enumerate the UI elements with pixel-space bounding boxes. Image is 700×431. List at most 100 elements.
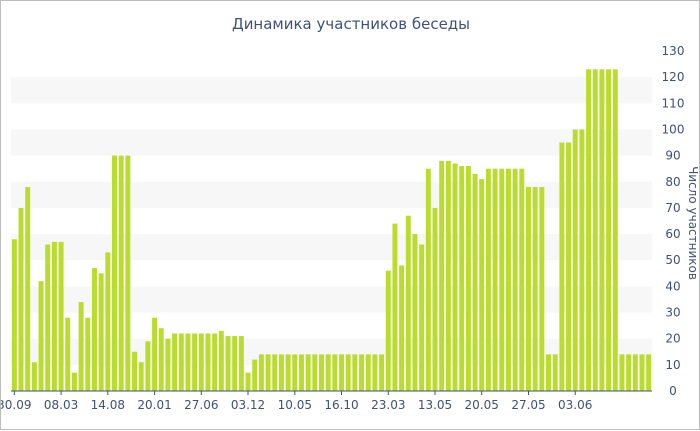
grid-band (11, 129, 652, 156)
bar (405, 215, 411, 391)
bar (71, 372, 77, 391)
bar (11, 239, 17, 391)
bar (425, 168, 431, 391)
bar (432, 207, 438, 391)
bar (65, 317, 71, 391)
bar (392, 223, 398, 391)
y-tick-label: 40 (665, 279, 680, 293)
bar (158, 328, 164, 391)
bar (512, 168, 518, 391)
x-tick-label: 10.05 (278, 398, 312, 412)
x-tick-label: 16.10 (324, 398, 358, 412)
bar (312, 354, 318, 391)
y-tick-label: 30 (665, 306, 680, 320)
bar (419, 244, 425, 391)
bar (572, 129, 578, 391)
bar (379, 354, 385, 391)
bar (232, 336, 238, 391)
bar (526, 187, 531, 391)
bar (98, 273, 104, 391)
bar (612, 69, 618, 391)
bar (91, 268, 97, 391)
bar (272, 354, 278, 391)
bar (606, 69, 612, 391)
bar (178, 333, 184, 391)
bar (365, 354, 371, 391)
bar (479, 179, 485, 391)
bar (452, 163, 458, 391)
bar (646, 354, 652, 391)
y-tick-label: 80 (665, 175, 680, 189)
y-axis-label: Число участников (686, 166, 700, 280)
bar (298, 354, 304, 391)
bar (552, 354, 558, 391)
grid-band (11, 286, 652, 313)
bar (465, 166, 471, 391)
grid-band (11, 234, 652, 261)
bar (359, 354, 365, 391)
bar (258, 354, 264, 391)
bar (459, 166, 465, 391)
bar (372, 354, 378, 391)
grid-band (11, 338, 652, 365)
bar (566, 142, 572, 391)
chart-title: Динамика участников беседы (232, 15, 470, 33)
y-tick-label: 20 (665, 332, 680, 346)
bar (125, 155, 131, 391)
y-tick-label: 0 (669, 384, 677, 398)
bar (586, 69, 592, 391)
bar (51, 241, 57, 391)
bar (138, 362, 144, 391)
bar (532, 187, 538, 391)
bar (105, 252, 111, 391)
bar (339, 354, 344, 391)
bar (505, 168, 511, 391)
x-tick-label: 14.08 (91, 398, 125, 412)
bar (165, 338, 171, 391)
y-tick-label: 120 (662, 70, 685, 84)
bar (25, 187, 31, 391)
bar (45, 244, 51, 391)
bar (192, 333, 198, 391)
x-tick-label: 03.06 (558, 398, 592, 412)
bar (632, 354, 638, 391)
bar (559, 142, 565, 391)
bar (485, 168, 491, 391)
y-tick-label: 90 (665, 149, 680, 163)
bar (412, 234, 418, 391)
bar (152, 317, 158, 391)
bar (212, 333, 218, 391)
bar (185, 333, 191, 391)
grid-bands (11, 77, 652, 365)
bar (218, 330, 224, 391)
bar (472, 173, 478, 391)
bar (31, 362, 37, 391)
x-tick-label: 30.09 (1, 398, 31, 412)
bar (252, 359, 258, 391)
y-tick-label: 110 (662, 96, 685, 110)
bar (85, 317, 91, 391)
bar (445, 160, 451, 391)
y-tick-labels: 0 10 20 30 40 50 60 70 80 90 100 110 120 130 (662, 44, 685, 398)
y-tick-label: 70 (665, 201, 680, 215)
x-tick-labels: 30.09 08.03 14.08 20.01 27.06 03.12 10.05 16.10… (1, 391, 592, 412)
bar (399, 265, 405, 391)
y-tick-label: 100 (662, 123, 685, 137)
bar (539, 187, 545, 391)
bars (11, 69, 652, 391)
bar (225, 336, 231, 391)
bar (285, 354, 291, 391)
bar (639, 354, 645, 391)
bar (58, 241, 64, 391)
bar (265, 354, 271, 391)
bar (118, 155, 124, 391)
bar (18, 207, 24, 391)
grid-band (11, 181, 652, 208)
bar (245, 372, 251, 391)
y-tick-label: 10 (665, 358, 680, 372)
bar (145, 341, 151, 391)
y-tick-label: 130 (662, 44, 685, 58)
bar (305, 354, 311, 391)
